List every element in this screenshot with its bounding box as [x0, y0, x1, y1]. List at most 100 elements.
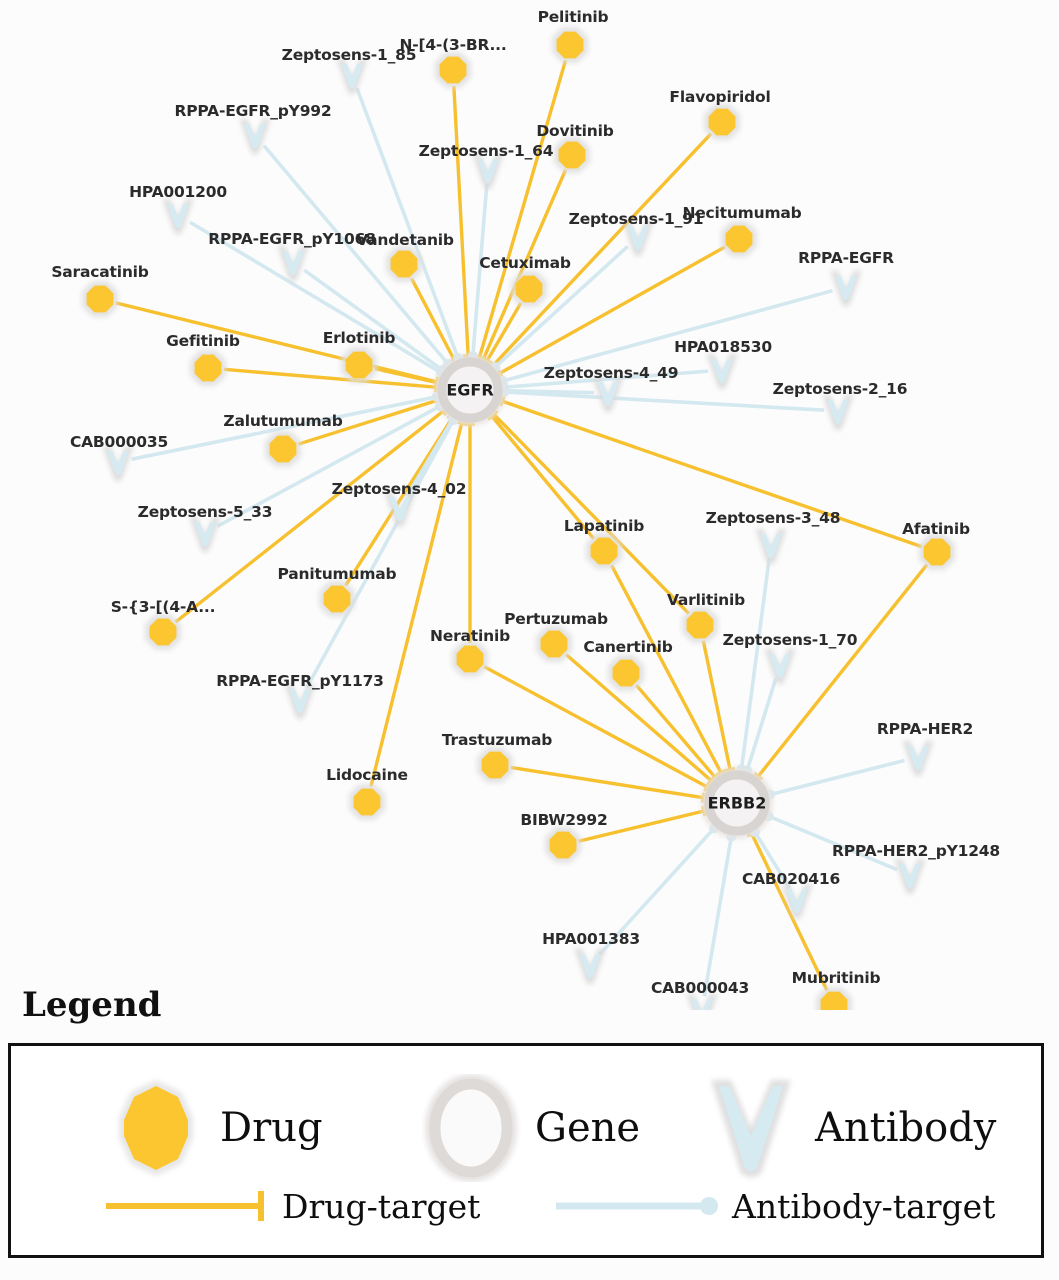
antibody-target-edge: [763, 811, 898, 872]
edge-line: [498, 245, 726, 375]
antibody-node[interactable]: [472, 153, 504, 191]
drug-target-edge: [452, 85, 474, 359]
legend-label-drug-target: Drug-target: [282, 1186, 481, 1226]
antibody-node[interactable]: [686, 993, 718, 1010]
antibody-target-edge-icon: [556, 1197, 718, 1215]
antibody-node[interactable]: [822, 394, 854, 432]
legend-edge-row: Drug-target Antibody-target: [11, 1186, 1041, 1246]
edge-line: [510, 765, 704, 800]
antibody-shape: [691, 998, 713, 1010]
legend-shape-row: Drug Gene Antibody: [11, 1074, 1041, 1184]
drug-node[interactable]: [340, 346, 378, 384]
antibody-node[interactable]: [830, 270, 862, 308]
antibody-node[interactable]: [277, 245, 309, 283]
gene-node[interactable]: [701, 767, 773, 839]
antibody-shape: [899, 863, 921, 889]
antibody-node[interactable]: [755, 528, 787, 566]
drug-node[interactable]: [318, 580, 356, 618]
drug-node[interactable]: [703, 103, 741, 141]
edge-line: [503, 390, 825, 412]
drug-shape: [194, 354, 222, 382]
drug-node[interactable]: [81, 280, 119, 318]
edge-line: [578, 809, 705, 843]
edge-line: [701, 640, 732, 771]
drug-target-edge: [510, 765, 706, 803]
antibody-node[interactable]: [781, 883, 813, 921]
antibody-node[interactable]: [592, 376, 624, 414]
drug-node[interactable]: [451, 640, 489, 678]
nodes-layer: [81, 26, 956, 1010]
antibody-node[interactable]: [574, 948, 606, 986]
antibody-node[interactable]: [189, 516, 221, 554]
drug-node[interactable]: [144, 613, 182, 651]
drug-shape: [353, 788, 381, 816]
drug-shape: [612, 659, 640, 687]
drug-node[interactable]: [681, 606, 719, 644]
edge-line: [753, 830, 792, 890]
drug-node[interactable]: [189, 349, 227, 387]
edge-line: [492, 132, 713, 367]
network-graph: [81, 26, 956, 1010]
drug-node[interactable]: [607, 654, 645, 692]
drug-shape: [540, 630, 568, 658]
legend-item-antibody-target: Antibody-target: [551, 1186, 995, 1226]
edge-line: [769, 758, 905, 797]
drug-node[interactable]: [264, 430, 302, 468]
antibody-node[interactable]: [162, 198, 194, 236]
drug-node[interactable]: [510, 270, 548, 308]
antibody-node[interactable]: [384, 491, 416, 529]
edge-line: [750, 832, 829, 992]
antibody-shape: [244, 123, 266, 149]
antibody-target-edge: [702, 831, 737, 997]
antibody-node[interactable]: [902, 740, 934, 778]
antibody-shape: [282, 250, 304, 276]
edge-line: [174, 409, 445, 624]
drug-node[interactable]: [434, 51, 472, 89]
antibody-target-edge: [749, 826, 792, 890]
drug-node[interactable]: [720, 220, 758, 258]
edge-line: [483, 665, 708, 789]
gene-node-label: EGFR: [446, 380, 494, 400]
drug-node[interactable]: [918, 533, 956, 571]
drug-target-edge: [578, 805, 707, 843]
edge-line: [481, 169, 568, 360]
drug-node[interactable]: [815, 986, 853, 1010]
edge-line: [344, 417, 454, 587]
antibody-node[interactable]: [102, 445, 134, 483]
antibody-node[interactable]: [284, 683, 316, 721]
gene-icon: [425, 1074, 517, 1182]
drug-node[interactable]: [348, 783, 386, 821]
antibody-shape: [289, 688, 311, 714]
antibody-node[interactable]: [336, 58, 368, 96]
edge-line: [501, 399, 923, 549]
antibody-node[interactable]: [894, 858, 926, 896]
drug-shape: [820, 991, 848, 1010]
drug-node[interactable]: [585, 532, 623, 570]
drug-shape: [923, 538, 951, 566]
drug-node[interactable]: [385, 245, 423, 283]
edge-line: [485, 301, 523, 362]
drug-shape: [556, 31, 584, 59]
gene-node[interactable]: [434, 354, 506, 426]
drug-icon: [119, 1080, 193, 1176]
edge-line: [303, 268, 444, 372]
edge-line: [490, 415, 596, 540]
antibody-node[interactable]: [622, 220, 654, 258]
antibody-icon: [711, 1080, 791, 1178]
edge-line: [131, 395, 438, 461]
drug-node[interactable]: [544, 826, 582, 864]
edge-line: [756, 563, 929, 778]
antibody-node[interactable]: [706, 353, 738, 391]
drug-shape: [549, 831, 577, 859]
drug-node[interactable]: [535, 625, 573, 663]
drug-node[interactable]: [553, 136, 591, 174]
edge-line: [216, 404, 441, 528]
antibody-node[interactable]: [764, 648, 796, 686]
edge-line: [452, 85, 470, 357]
drug-node[interactable]: [476, 746, 514, 784]
drug-shape: [345, 351, 373, 379]
drug-node[interactable]: [551, 26, 589, 64]
legend-item-drug: Drug: [106, 1074, 323, 1182]
edge-line: [767, 814, 898, 872]
antibody-node[interactable]: [239, 118, 271, 156]
